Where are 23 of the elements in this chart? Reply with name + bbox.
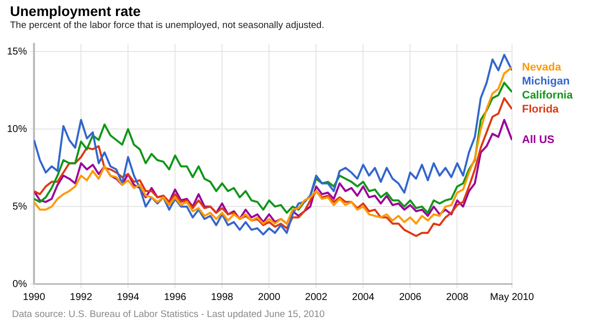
x-tick-label: 1996: [164, 292, 187, 303]
x-tick-label: 2004: [352, 292, 375, 303]
x-tick-label: 1992: [70, 292, 93, 303]
x-tick-label: May 2010: [490, 292, 534, 303]
series-label: Michigan: [522, 75, 570, 88]
y-tick-label: 0%: [12, 278, 28, 290]
x-tick-label: 1990: [22, 292, 46, 303]
x-tick-label: 2006: [399, 292, 422, 303]
y-tick-label: 15%: [7, 46, 28, 58]
series-label: All US: [522, 134, 554, 146]
chart-subtitle: The percent of the labor force that is unemployed, not seasonally adjusted.: [10, 20, 324, 31]
x-tick-label: 2008: [446, 292, 469, 303]
x-tick-label: 1994: [116, 292, 140, 303]
series-label: California: [522, 89, 574, 102]
y-tick-label: 10%: [7, 124, 28, 135]
x-tick-label: 2002: [305, 292, 328, 303]
x-tick-label: 1998: [210, 292, 234, 303]
chart-title: Unemployment rate: [10, 3, 141, 19]
series-label: Nevada: [522, 61, 562, 74]
y-tick-label: 5%: [12, 201, 28, 212]
source-note: Data source: U.S. Bureau of Labor Statistics - Last updated June 15, 2010: [12, 309, 325, 320]
series-label: Florida: [522, 103, 560, 116]
x-tick-label: 2000: [258, 292, 281, 303]
